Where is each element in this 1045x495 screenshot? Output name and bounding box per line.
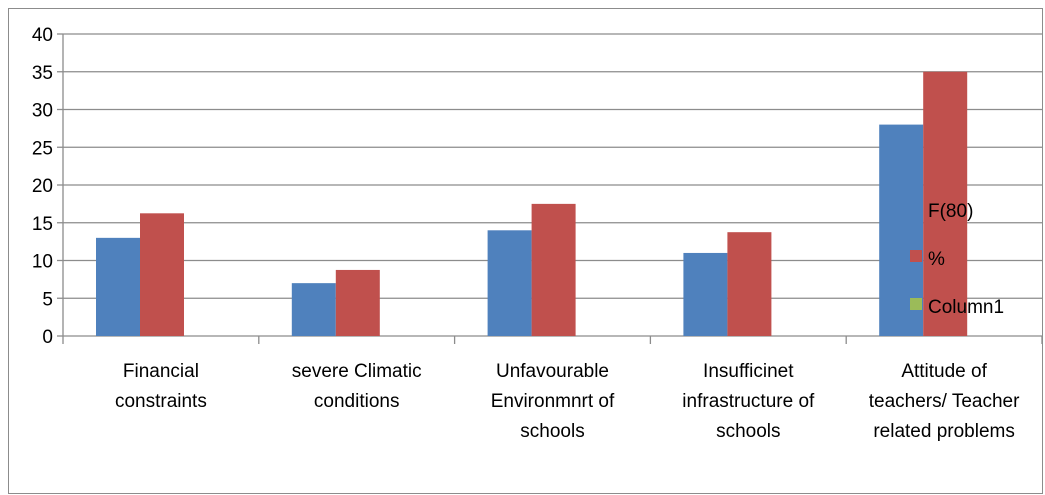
chart-frame: [8, 8, 1043, 494]
legend-swatch: [910, 298, 922, 310]
category-label: Insufficinet: [703, 361, 794, 382]
y-tick-label: 30: [32, 101, 53, 122]
bar-percent-3: [727, 232, 772, 336]
legend-label: %: [928, 249, 945, 270]
y-tick-label: 40: [32, 25, 53, 46]
category-label: Attitude of: [901, 361, 987, 382]
legend-label: F(80): [928, 201, 973, 222]
legend-swatch: [910, 250, 922, 262]
category-label: constraints: [115, 391, 207, 412]
bar-percent-1: [335, 269, 380, 336]
y-tick-label: 35: [32, 63, 53, 84]
category-label: schools: [520, 421, 584, 442]
bar-percent-4: [923, 71, 968, 336]
y-tick-label: 5: [42, 289, 53, 310]
y-tick-label: 10: [32, 252, 53, 273]
category-label: infrastructure of: [682, 391, 815, 412]
bar-percent-2: [531, 203, 576, 336]
category-label: Financial: [123, 361, 199, 382]
bar-f80-0: [96, 237, 140, 336]
category-label: severe Climatic: [292, 361, 422, 382]
y-tick-label: 0: [42, 327, 53, 348]
legend-label: Column1: [928, 297, 1004, 318]
category-label: schools: [716, 421, 780, 442]
category-label: related problems: [873, 421, 1015, 442]
y-tick-label: 15: [32, 214, 53, 235]
category-label: conditions: [314, 391, 400, 412]
legend-swatch: [910, 202, 922, 214]
category-label: teachers/ Teacher: [869, 391, 1020, 412]
category-label: Environmnrt of: [491, 391, 615, 412]
bar-f80-2: [487, 230, 532, 336]
bar-f80-1: [291, 283, 336, 336]
y-tick-label: 25: [32, 138, 53, 159]
bar-f80-3: [683, 252, 728, 336]
bar-percent-0: [140, 213, 184, 336]
category-label: Unfavourable: [496, 361, 609, 382]
y-tick-label: 20: [32, 176, 53, 197]
